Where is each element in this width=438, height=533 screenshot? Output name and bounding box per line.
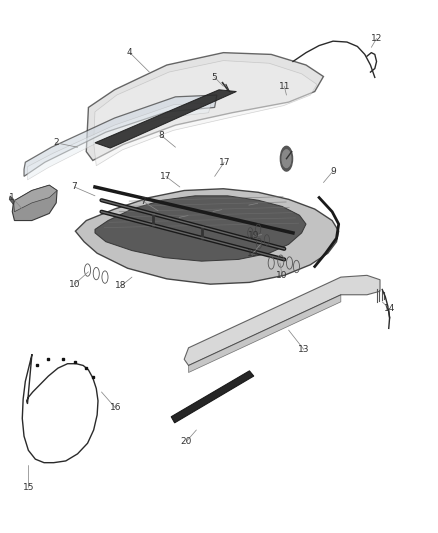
Text: 18: 18 [115,281,127,290]
Text: 11: 11 [279,82,290,91]
Text: 17: 17 [160,172,172,181]
Text: 7: 7 [72,182,78,191]
Text: 17: 17 [219,158,230,167]
Polygon shape [95,90,237,148]
Text: 15: 15 [23,483,34,492]
Polygon shape [94,61,317,166]
Polygon shape [171,371,254,423]
Polygon shape [24,95,217,176]
Polygon shape [28,103,211,180]
Circle shape [282,150,291,167]
Text: 1: 1 [9,193,15,202]
Text: 19: 19 [248,231,260,240]
Polygon shape [14,185,57,212]
Text: 7: 7 [140,197,146,206]
Text: 4: 4 [127,48,133,57]
Text: 2: 2 [53,138,59,147]
Polygon shape [184,276,380,366]
Text: 5: 5 [212,73,218,82]
Polygon shape [9,196,14,205]
Polygon shape [75,189,339,284]
Text: 10: 10 [69,280,80,289]
Text: 16: 16 [110,403,121,413]
Text: 8: 8 [159,131,164,140]
Text: 14: 14 [384,304,395,313]
Text: 13: 13 [298,345,310,354]
Text: 9: 9 [330,166,336,175]
Text: 19: 19 [247,249,259,258]
Polygon shape [188,295,341,373]
Text: 10: 10 [276,271,288,280]
Text: 12: 12 [371,34,382,43]
Polygon shape [86,53,323,160]
Circle shape [280,147,293,171]
Polygon shape [12,185,57,221]
Polygon shape [95,196,306,261]
Text: 20: 20 [180,437,192,446]
